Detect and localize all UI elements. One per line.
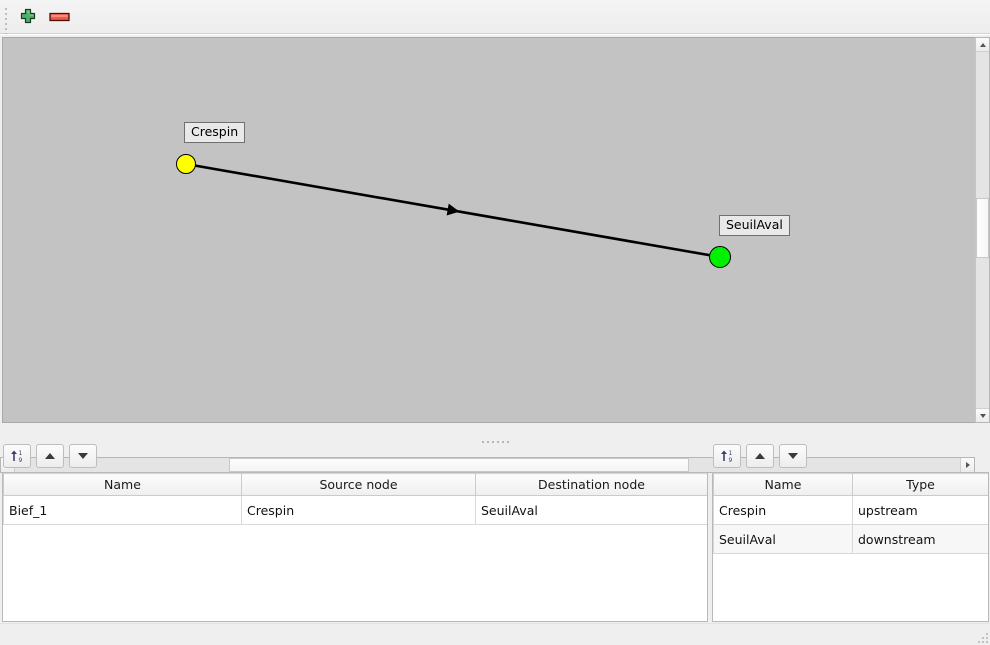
nodes-sort-button[interactable]: 1 9 <box>713 444 741 468</box>
nodes-move-down-button[interactable] <box>779 444 807 468</box>
status-bar <box>0 623 990 645</box>
main-toolbar <box>0 0 990 35</box>
scroll-down-button[interactable] <box>976 408 989 422</box>
splitter-grip <box>481 440 509 443</box>
nodes-toolbar: 1 9 <box>710 443 990 471</box>
graph-node-seuilaval[interactable] <box>709 246 731 268</box>
reaches-col-name[interactable]: Name <box>3 473 242 496</box>
reaches-toolbar: 1 9 <box>0 443 710 471</box>
scroll-right-button[interactable] <box>960 458 974 472</box>
reaches-table-container[interactable]: Name Source node Destination node Bief_1… <box>2 472 708 622</box>
reaches-move-down-button[interactable] <box>69 444 97 468</box>
node-label-seuilaval[interactable]: SeuilAval <box>719 215 790 236</box>
svg-text:9: 9 <box>729 457 733 464</box>
graph-edges <box>185 162 721 259</box>
triangle-down-icon <box>788 453 798 459</box>
svg-text:1: 1 <box>19 450 23 457</box>
reaches-panel: 1 9 Name Source node Destination node <box>0 443 710 622</box>
reach-name[interactable]: Bief_1 <box>3 495 242 525</box>
reaches-table: Name Source node Destination node Bief_1… <box>3 473 707 525</box>
table-row[interactable]: Bief_1 Crespin SeuilAval <box>3 495 707 525</box>
graph-view: Crespin SeuilAval <box>0 34 990 473</box>
hscroll-track-left[interactable] <box>15 458 229 472</box>
nodes-table-container[interactable]: Name Type Crespin upstream SeuilAval downst… <box>712 472 989 622</box>
node-name[interactable]: SeuilAval <box>713 524 853 554</box>
triangle-down-icon <box>78 453 88 459</box>
vscroll-track-lower[interactable] <box>976 258 989 408</box>
graph-canvas[interactable]: Crespin SeuilAval <box>2 37 976 423</box>
reach-source-node[interactable]: Crespin <box>241 495 476 525</box>
canvas-vertical-scrollbar[interactable] <box>975 37 990 423</box>
table-row[interactable]: Crespin upstream <box>713 495 988 525</box>
nodes-col-type[interactable]: Type <box>852 473 988 496</box>
reaches-move-up-button[interactable] <box>36 444 64 468</box>
svg-text:9: 9 <box>19 457 23 464</box>
triangle-up-icon <box>45 453 55 459</box>
chevron-right-icon <box>965 462 970 468</box>
node-type[interactable]: upstream <box>852 495 988 525</box>
toolbar-drag-handle[interactable] <box>5 8 10 35</box>
scroll-up-button[interactable] <box>976 38 989 52</box>
reaches-col-source[interactable]: Source node <box>241 473 476 496</box>
nodes-panel: 1 9 Name Type Crespin upstream <box>710 443 990 622</box>
reaches-table-header-row: Name Source node Destination node <box>3 473 707 496</box>
vscroll-thumb[interactable] <box>976 198 989 258</box>
node-label-crespin[interactable]: Crespin <box>184 122 246 143</box>
resize-grip-icon[interactable] <box>976 631 988 643</box>
vscroll-track-upper[interactable] <box>976 52 989 198</box>
reaches-col-destination[interactable]: Destination node <box>475 473 707 496</box>
table-row[interactable]: SeuilAval downstream <box>713 524 988 554</box>
add-icon[interactable] <box>16 6 40 28</box>
hscroll-thumb[interactable] <box>229 458 689 472</box>
canvas-horizontal-scrollbar[interactable] <box>0 457 975 473</box>
triangle-up-icon <box>755 453 765 459</box>
reach-destination-node[interactable]: SeuilAval <box>475 495 707 525</box>
chevron-up-icon <box>979 42 986 47</box>
node-name[interactable]: Crespin <box>713 495 853 525</box>
reaches-sort-button[interactable]: 1 9 <box>3 444 31 468</box>
nodes-move-up-button[interactable] <box>746 444 774 468</box>
delete-icon[interactable] <box>48 6 72 28</box>
nodes-table-header-row: Name Type <box>713 473 988 496</box>
panel-splitter[interactable] <box>0 438 990 445</box>
node-type[interactable]: downstream <box>852 524 988 554</box>
graph-node-crespin[interactable] <box>176 154 196 174</box>
chevron-down-icon <box>979 413 986 418</box>
nodes-table: Name Type Crespin upstream SeuilAval downst… <box>713 473 988 554</box>
nodes-col-name[interactable]: Name <box>713 473 853 496</box>
svg-text:1: 1 <box>729 450 733 457</box>
